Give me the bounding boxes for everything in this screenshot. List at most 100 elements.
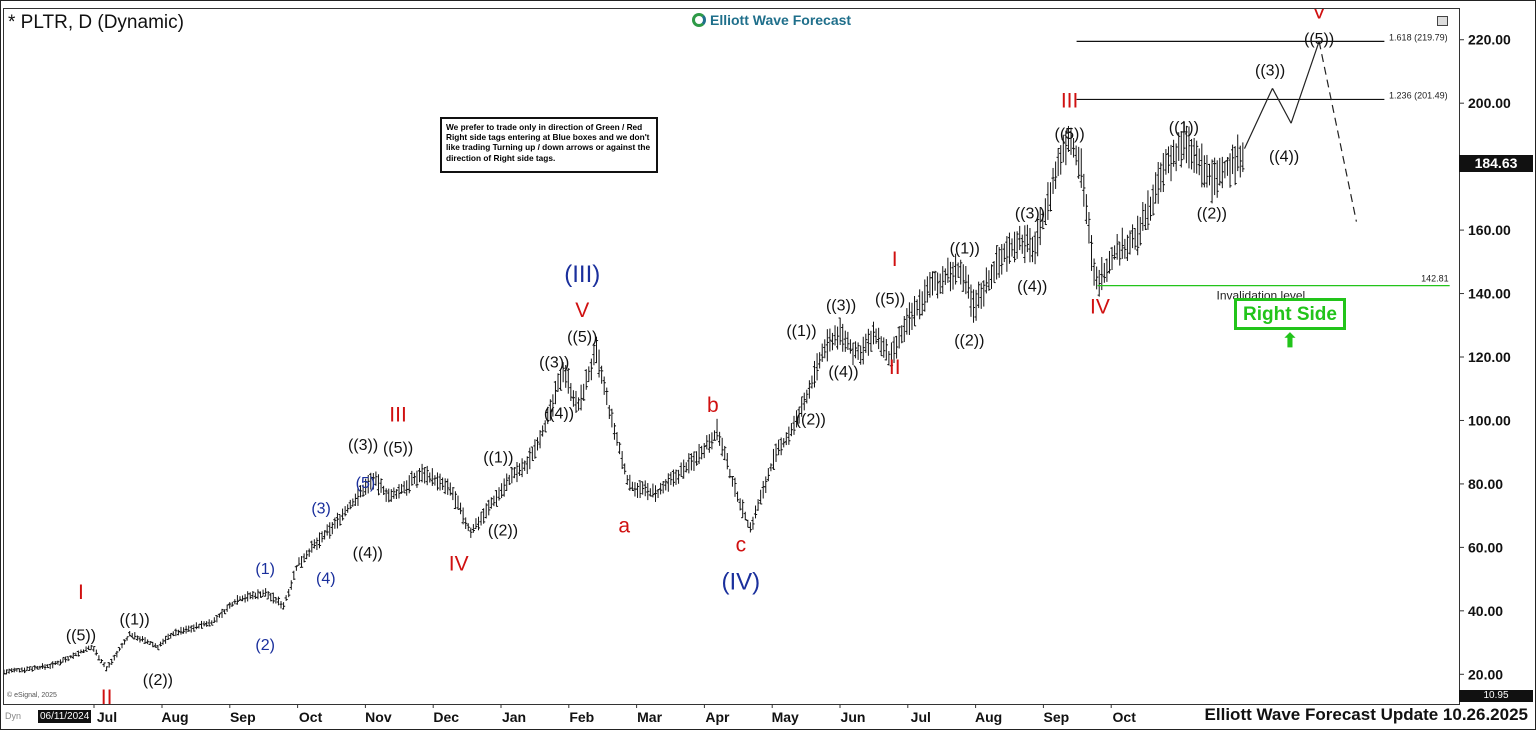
wave-label: ((3)) [826, 297, 856, 314]
wave-label: IV [449, 553, 469, 576]
time-tick-label: Oct [1113, 709, 1137, 725]
time-tick-label: Jun [841, 709, 866, 725]
price-tick-label: 20.00 [1468, 666, 1503, 682]
time-axis-svg: Jul Aug Sep Oct Nov Dec Jan Feb Mar Apr May Jun Jul A… [93, 704, 1137, 725]
wave-label: I [78, 581, 84, 604]
start-date: 06/11/2024 [38, 710, 92, 723]
time-tick-label: Feb [569, 709, 594, 725]
wave-label: V [575, 299, 589, 322]
time-tick-label: Dec [433, 709, 459, 725]
wave-label: III [389, 403, 407, 426]
wave-label: ((4)) [544, 405, 574, 422]
wave-label: ((4)) [1269, 148, 1299, 165]
time-tick-label: Aug [161, 709, 188, 725]
invalidation-value: 142.81 [1421, 274, 1449, 284]
price-tick-label: 120.00 [1468, 349, 1511, 365]
ohlc-bars [2, 120, 1245, 675]
time-tick-label: May [772, 709, 799, 725]
wave-label: I [892, 248, 898, 271]
wave-label: (4) [316, 570, 336, 587]
wave-label: II [889, 356, 901, 379]
wave-label: ((1)) [119, 612, 149, 629]
wave-label: (IV) [721, 569, 760, 596]
snapshot-icon[interactable] [1437, 16, 1448, 26]
projection-segment [1271, 88, 1292, 124]
wave-label: ((1)) [483, 450, 513, 467]
time-tick-label: Mar [637, 709, 662, 725]
trading-note: We prefer to trade only in direction of … [440, 117, 658, 173]
price-tick-label: 80.00 [1468, 476, 1503, 492]
time-tick-label: Sep [1044, 709, 1070, 725]
projection-segment [1318, 41, 1357, 222]
right-side-tag: Right Side ⬆ [1234, 298, 1346, 352]
wave-label: ((1)) [786, 323, 816, 340]
wave-label: ((2)) [143, 672, 173, 689]
time-tick-label: Apr [705, 709, 730, 725]
wave-label: c [736, 534, 747, 557]
wave-label: ((5)) [66, 627, 96, 644]
arrow-up-icon: ⬆ [1282, 331, 1298, 352]
projection-segment [1290, 41, 1320, 124]
symbol-title: * PLTR, D (Dynamic) [8, 12, 184, 33]
wave-label: ((2)) [954, 332, 984, 349]
wave-label: ((5)) [1304, 31, 1334, 48]
brand-logo: Elliott Wave Forecast [690, 12, 851, 28]
wave-label: ((4)) [1017, 278, 1047, 295]
dyn-label: Dyn [5, 711, 22, 721]
price-axis[interactable]: 20.00 40.00 60.00 80.00 100.00 120.00 140.00 16… [1459, 8, 1534, 703]
time-tick-label: Jul [911, 709, 931, 725]
wave-label: (III) [564, 261, 600, 288]
wave-label: ((3)) [348, 437, 378, 454]
price-tick-label: 40.00 [1468, 603, 1503, 619]
wave-label: III [1061, 89, 1079, 112]
wave-label: (1) [255, 561, 275, 578]
wave-label: II [101, 686, 113, 704]
wave-label: ((2)) [488, 523, 518, 540]
price-tick-label: 100.00 [1468, 412, 1511, 428]
plot-area[interactable]: 1.618 (219.79) 1.236 (201.49) Invalidation… [2, 1, 1460, 709]
footer-title: Elliott Wave Forecast Update 10.26.2025 [1204, 705, 1528, 724]
fib-label: 1.236 (201.49) [1389, 90, 1448, 100]
wave-label: ((3)) [1255, 63, 1285, 80]
projection-segment [1243, 88, 1274, 149]
wave-label: (5) [356, 475, 376, 492]
price-chart: 1.618 (219.79)1.236 (201.49)Invalidation… [2, 1, 1450, 709]
wave-label: ((2)) [1197, 205, 1227, 222]
time-tick-label: Aug [975, 709, 1002, 725]
wave-label: ((5)) [567, 329, 597, 346]
wave-label: ((5)) [875, 291, 905, 308]
time-tick-label: Jan [502, 709, 526, 725]
min-price-tag: 10.95 [1459, 690, 1533, 702]
wave-label: ((3)) [1015, 205, 1045, 222]
ewf-logo-icon [692, 13, 706, 27]
right-side-label: Right Side [1243, 304, 1337, 325]
price-tick-label: 140.00 [1468, 286, 1511, 302]
time-tick-label: Sep [230, 709, 256, 725]
wave-label: ((1)) [950, 240, 980, 257]
wave-label: ((4)) [353, 545, 383, 562]
price-tick-label: 220.00 [1468, 32, 1511, 48]
price-tick-label: 160.00 [1468, 222, 1511, 238]
wave-label: (3) [311, 500, 331, 517]
wave-label: b [707, 394, 719, 417]
wave-label: ((5)) [1054, 126, 1084, 143]
wave-label: (2) [255, 637, 275, 654]
wave-label: ((1)) [1169, 120, 1199, 137]
price-axis-svg: 20.00 40.00 60.00 80.00 100.00 120.00 140.00 16… [1460, 32, 1511, 682]
wave-label: ((4)) [828, 364, 858, 381]
price-tick-label: 200.00 [1468, 95, 1511, 111]
wave-label: a [618, 515, 630, 538]
time-axis[interactable]: Jul Aug Sep Oct Nov Dec Jan Feb Mar Apr May Jun Jul A… [3, 704, 1458, 728]
fib-label: 1.618 (219.79) [1389, 32, 1448, 42]
current-price-tag: 184.63 [1459, 155, 1533, 172]
brand-logo-text: Elliott Wave Forecast [710, 12, 852, 28]
time-tick-label: Nov [365, 709, 392, 725]
time-tick-label: Oct [299, 709, 323, 725]
wave-label: IV [1090, 296, 1110, 319]
wave-label: V [1312, 9, 1326, 24]
wave-label: ((2)) [796, 412, 826, 429]
wave-label: ((5)) [383, 440, 413, 457]
copyright: © eSignal, 2025 [7, 692, 57, 699]
price-tick-label: 60.00 [1468, 539, 1503, 555]
